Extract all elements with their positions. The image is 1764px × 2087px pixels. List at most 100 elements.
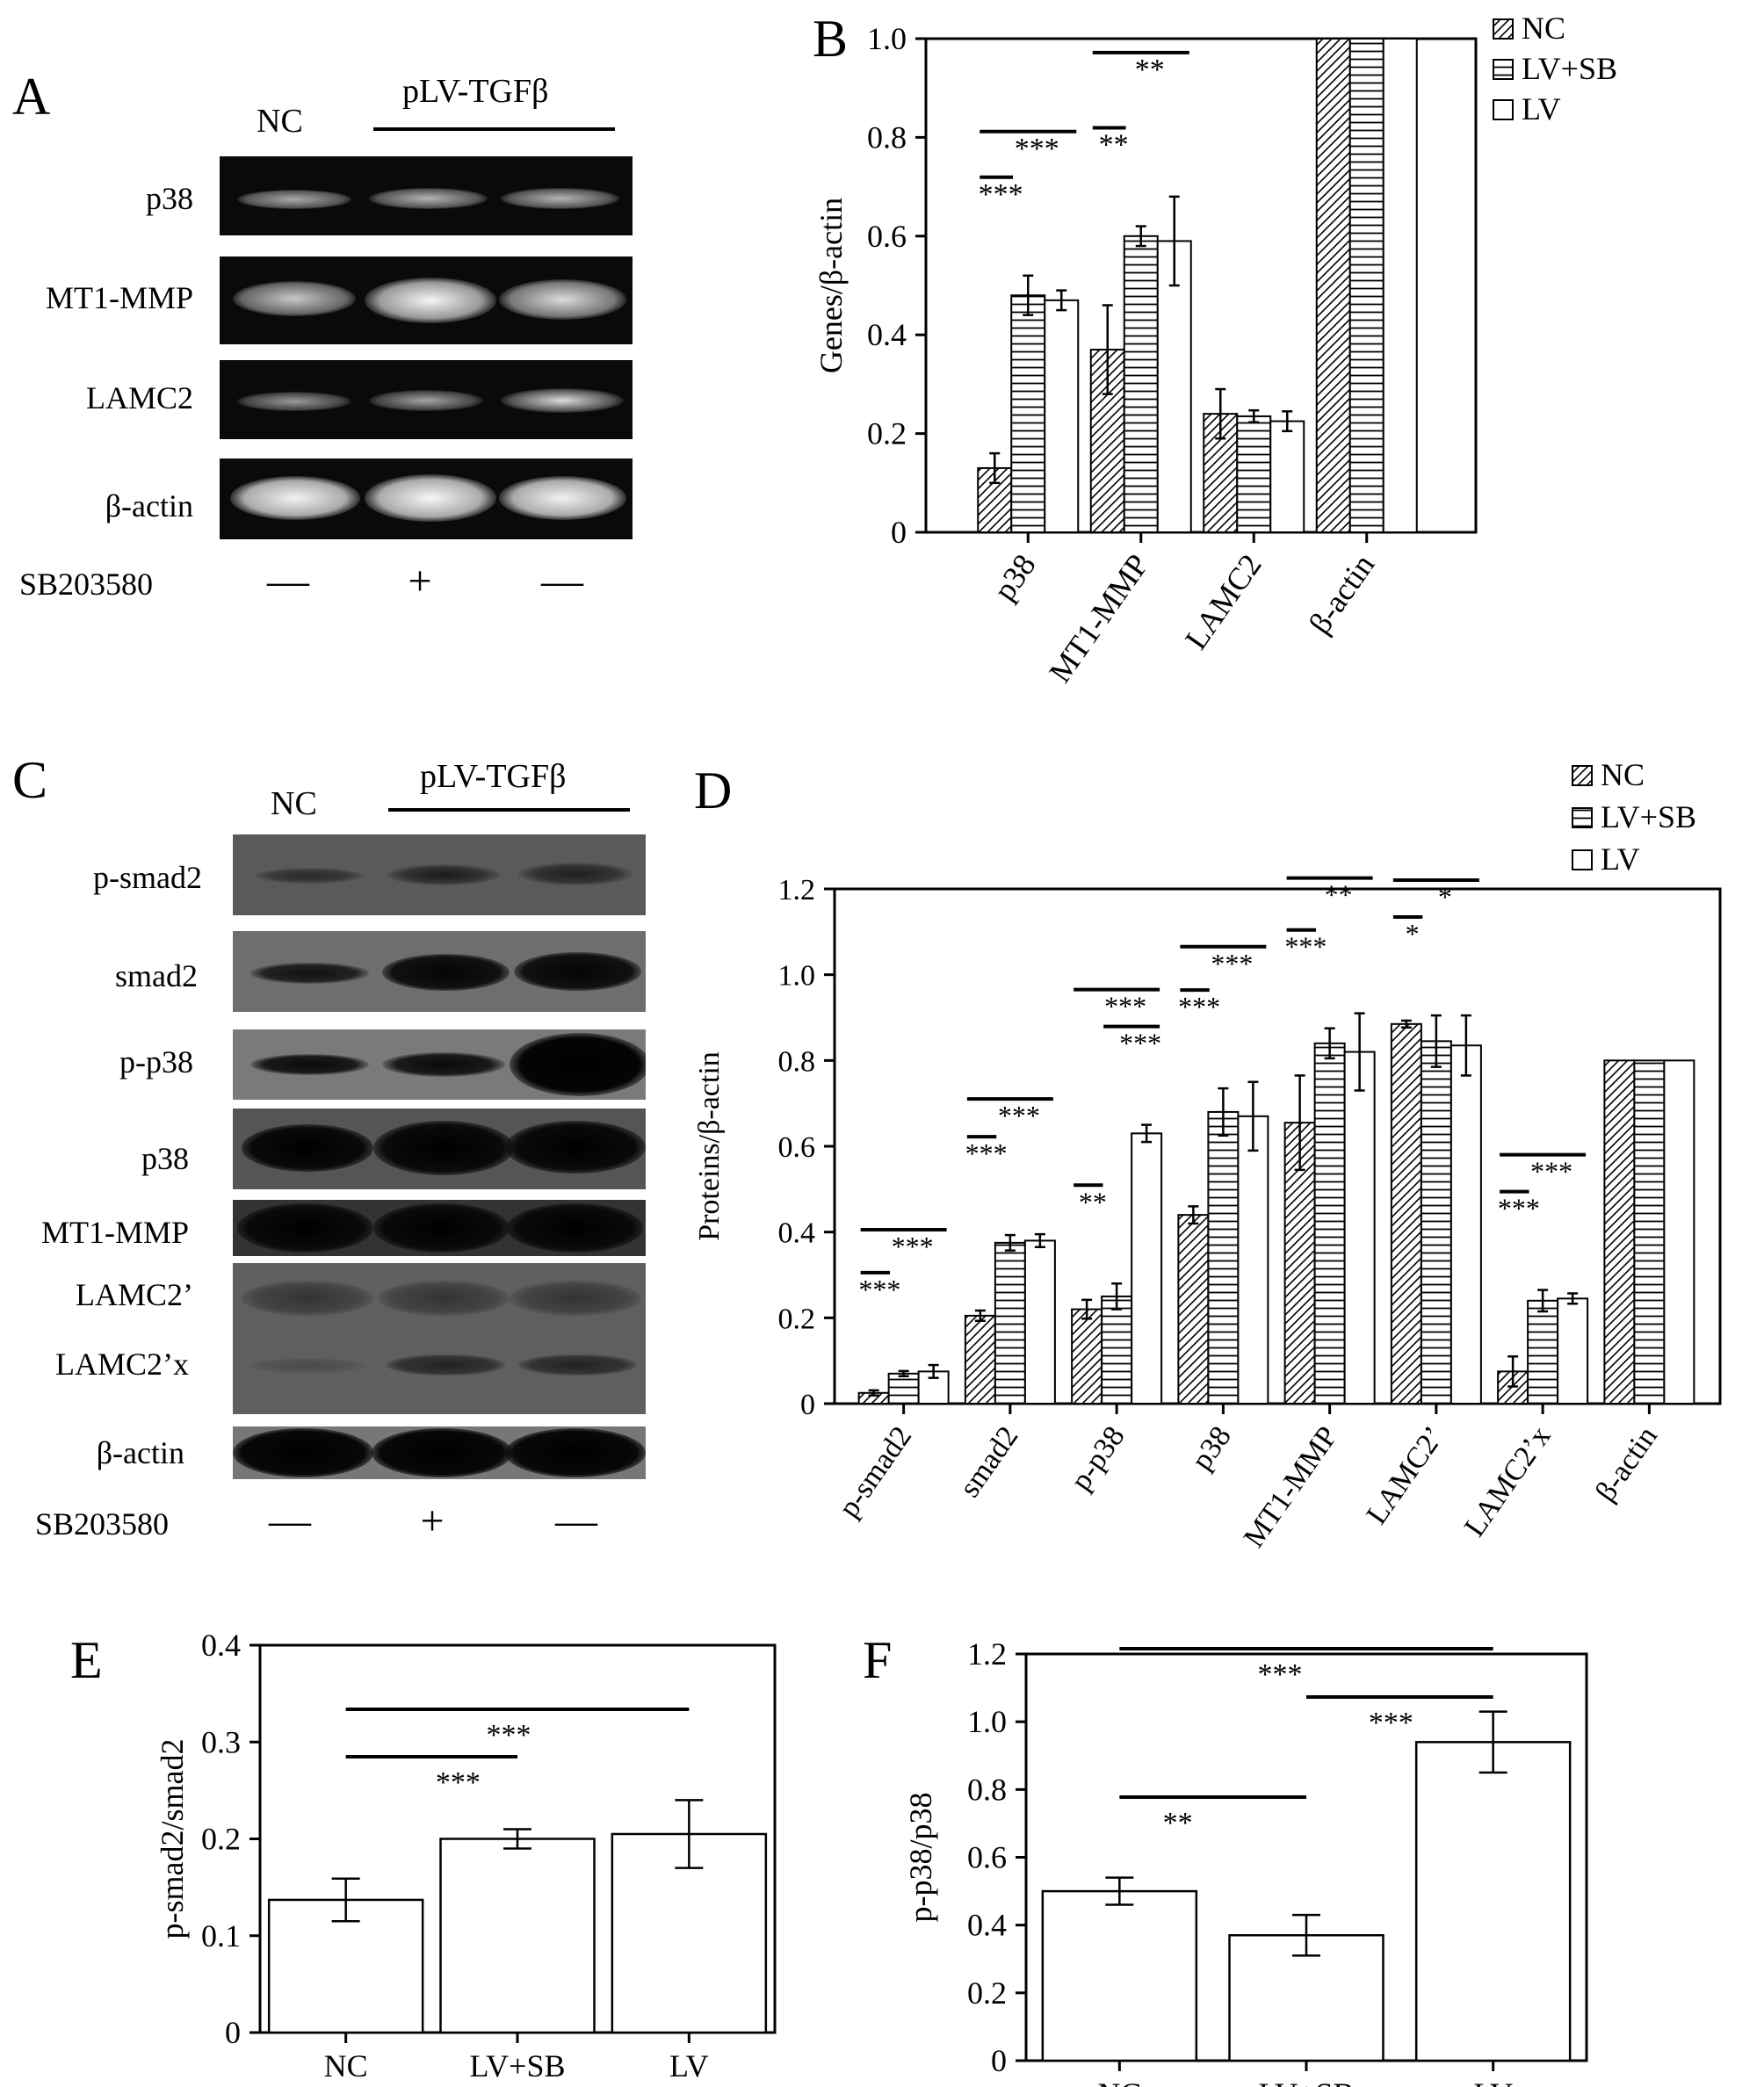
panel-a-group-nc: NC bbox=[257, 103, 303, 140]
bar bbox=[994, 1241, 1026, 1405]
bar bbox=[1420, 1040, 1452, 1405]
y-tick-label: 1.0 bbox=[967, 1704, 1007, 1739]
bar bbox=[1123, 235, 1159, 533]
y-tick-label: 0.8 bbox=[778, 1045, 816, 1078]
blot-band bbox=[378, 1281, 510, 1316]
bar bbox=[1156, 240, 1192, 533]
panel-label-c: C bbox=[12, 751, 48, 809]
panel-label-a: A bbox=[12, 68, 51, 126]
legend-label: LV+SB bbox=[1601, 799, 1696, 834]
bar bbox=[1557, 1297, 1589, 1405]
bar bbox=[964, 1314, 996, 1405]
bar bbox=[439, 1838, 596, 2034]
gel-band bbox=[499, 476, 626, 520]
panel-c-blot-strip-beta-actin bbox=[233, 1426, 646, 1479]
bar bbox=[1315, 38, 1351, 533]
y-tick-label: 0.2 bbox=[778, 1303, 816, 1335]
blot-band bbox=[507, 1203, 643, 1253]
significance-label: ** bbox=[1325, 879, 1353, 911]
bar bbox=[1633, 1059, 1666, 1405]
blot-band bbox=[510, 1281, 641, 1316]
y-tick-label: 0.2 bbox=[967, 1975, 1007, 2011]
panel-c-blot-strip-lamc2 bbox=[233, 1263, 646, 1414]
gel-band bbox=[369, 188, 488, 209]
legend-label: LV bbox=[1522, 91, 1561, 126]
chart-f: 00.20.40.60.81.01.2p-p38/p38NCLV+SBLV***… bbox=[903, 1636, 1588, 2087]
y-tick-label: 0.8 bbox=[867, 119, 907, 155]
gel-band bbox=[501, 188, 619, 209]
panel-a-group-tgf: pLV-TGFβ bbox=[402, 73, 549, 110]
panel-c-row-label-beta-actin: β-actin bbox=[96, 1435, 184, 1470]
gel-band bbox=[237, 392, 351, 411]
bar bbox=[1071, 1308, 1103, 1405]
panel-c-blot-strip-p38 bbox=[233, 1108, 646, 1189]
y-tick-label: 1.0 bbox=[867, 21, 907, 56]
bar bbox=[1041, 1889, 1198, 2062]
bar bbox=[887, 1372, 920, 1405]
x-tick-label: MT1-MMP bbox=[1238, 1420, 1344, 1553]
significance-label: ** bbox=[1163, 1807, 1193, 1839]
x-tick-label: β-actin bbox=[1589, 1420, 1664, 1507]
panel-c-row-label-smad2: smad2 bbox=[115, 958, 198, 993]
panel-a-row-label-lamc2: LAMC2 bbox=[85, 380, 193, 415]
x-tick-label: p-smad2 bbox=[833, 1420, 918, 1523]
blot-band bbox=[387, 1354, 505, 1376]
significance-label: *** bbox=[1178, 991, 1220, 1022]
bar bbox=[1177, 1214, 1210, 1405]
panel-c-row-label-p-p38: p-p38 bbox=[119, 1044, 193, 1080]
significance-label: *** bbox=[965, 1137, 1008, 1169]
x-tick-label: LV bbox=[1473, 2076, 1513, 2087]
gel-band bbox=[365, 278, 496, 323]
bar bbox=[1010, 294, 1046, 533]
y-tick-label: 0.4 bbox=[778, 1217, 816, 1250]
y-tick-label: 0.8 bbox=[967, 1772, 1007, 1807]
blot-band bbox=[250, 963, 369, 984]
panel-c-row-label-mt1mmp: MT1-MMP bbox=[40, 1215, 189, 1250]
significance-label: *** bbox=[1530, 1156, 1572, 1188]
legend-label: LV bbox=[1601, 841, 1640, 877]
bar bbox=[1207, 1110, 1240, 1405]
bar bbox=[1414, 1741, 1572, 2062]
y-tick-label: 0.2 bbox=[867, 416, 907, 451]
panel-a-row-label-p38: p38 bbox=[146, 181, 193, 216]
significance-label: *** bbox=[1498, 1193, 1540, 1224]
blot-band bbox=[510, 1033, 646, 1096]
panel-label-f: F bbox=[863, 1631, 893, 1689]
panel-c-row-label-p38: p38 bbox=[141, 1141, 189, 1176]
significance-label: ** bbox=[1099, 129, 1129, 162]
panel-label-d: D bbox=[694, 762, 733, 820]
bar bbox=[1269, 420, 1305, 533]
bar bbox=[1527, 1299, 1559, 1405]
y-tick-label: 1.2 bbox=[778, 874, 816, 906]
legend-swatch bbox=[1572, 807, 1593, 828]
chart-b: 0 0.2 0.4 0.6 0.8 1.0 Genes/β-actin p38 *** *** MT… bbox=[813, 11, 1617, 689]
y-tick-label: 0 bbox=[891, 515, 907, 550]
x-tick-label: MT1-MMP bbox=[1042, 548, 1155, 690]
significance-label: *** bbox=[1284, 931, 1327, 963]
panel-a-gel-strip-beta-actin bbox=[220, 459, 633, 539]
significance-label: *** bbox=[1104, 991, 1146, 1022]
significance-label: *** bbox=[1258, 1658, 1303, 1691]
bar bbox=[1101, 1295, 1133, 1405]
significance-label: *** bbox=[1369, 1707, 1413, 1739]
significance-label: ** bbox=[1135, 54, 1165, 86]
panel-label-b: B bbox=[813, 10, 849, 68]
blot-band bbox=[505, 1121, 646, 1173]
x-tick-label: LV bbox=[669, 2048, 709, 2083]
panel-c-treatment-sign-2: + bbox=[420, 1498, 445, 1544]
blot-band bbox=[372, 1428, 512, 1477]
gel-band bbox=[501, 388, 624, 413]
significance-label: *** bbox=[1119, 1028, 1161, 1059]
bar bbox=[1023, 1239, 1056, 1405]
x-tick-label: p38 bbox=[987, 548, 1043, 607]
y-tick-label: 0.1 bbox=[201, 1918, 241, 1953]
panel-a-gel-strip-p38 bbox=[220, 156, 633, 235]
significance-label: ** bbox=[1079, 1186, 1107, 1217]
y-tick-label: 0.4 bbox=[867, 317, 907, 352]
panel-c-blot-strip-p-smad2 bbox=[233, 834, 646, 915]
gel-band bbox=[499, 279, 626, 320]
bar bbox=[1343, 1051, 1376, 1405]
panel-c-treatment-sign-3: — bbox=[555, 1498, 597, 1544]
gel-band bbox=[365, 474, 496, 522]
y-tick-label: 1.2 bbox=[967, 1636, 1007, 1672]
